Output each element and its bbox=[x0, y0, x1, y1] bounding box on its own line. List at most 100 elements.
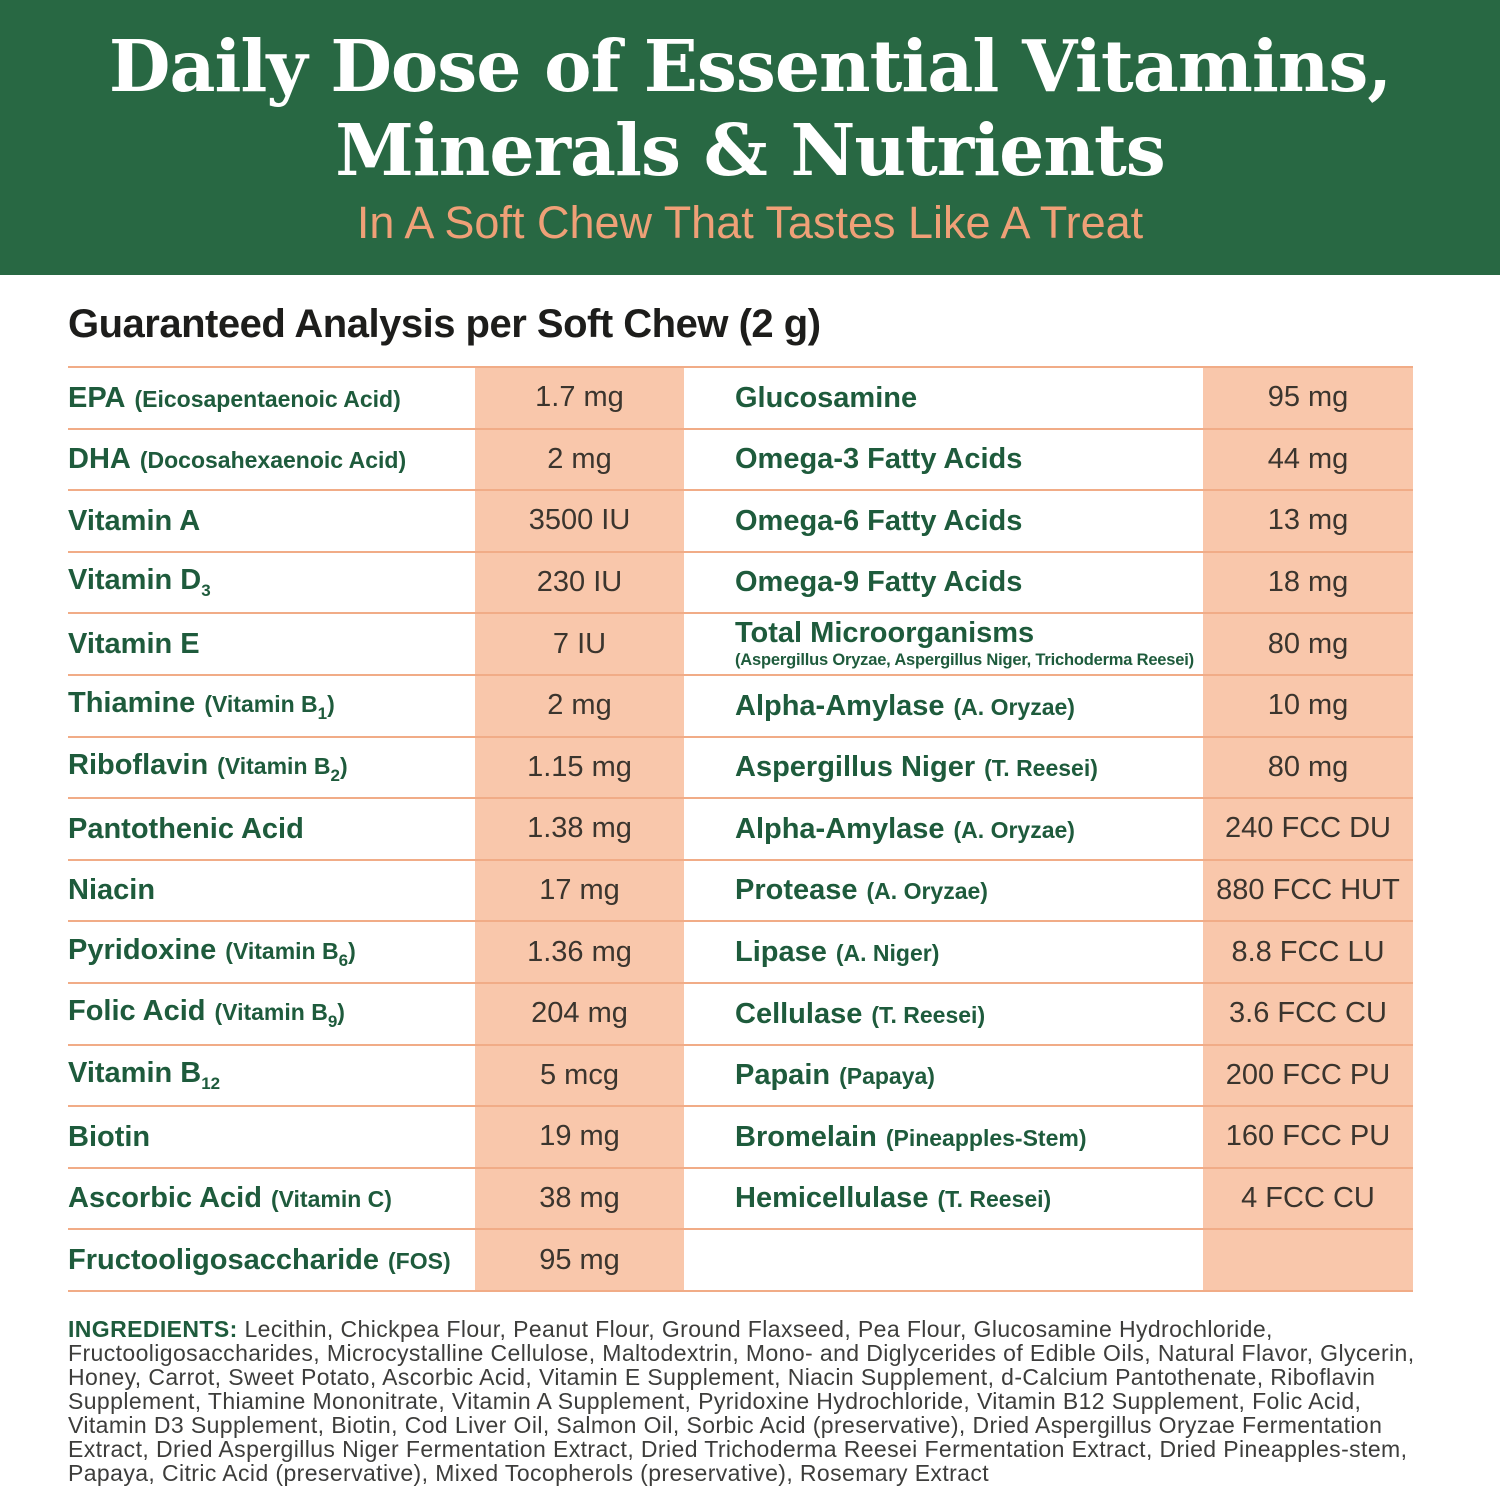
nutrient-name: Niacin bbox=[68, 874, 156, 907]
nutrient-name: Pyridoxine bbox=[68, 933, 217, 966]
nutrient-name-cell: Pyridoxine (Vitamin B6) bbox=[68, 922, 475, 982]
nutrient-name-line: Pantothenic Acid bbox=[68, 814, 304, 844]
nutrient-name: Fructooligosaccharide bbox=[68, 1243, 380, 1276]
nutrient-name: Biotin bbox=[68, 1120, 151, 1153]
table-column-gap bbox=[684, 799, 733, 859]
nutrient-name: Lipase bbox=[735, 935, 827, 968]
nutrient-qualifier-subscript: 9 bbox=[327, 1012, 338, 1032]
nutrient-value-cell: 95 mg bbox=[1203, 368, 1413, 428]
nutrient-name: EPA bbox=[68, 381, 126, 414]
nutrient-subtext: (Aspergillus Oryzae, Aspergillus Niger, … bbox=[735, 651, 1194, 670]
nutrient-name: Omega-6 Fatty Acids bbox=[735, 504, 1023, 537]
table-row: Ascorbic Acid (Vitamin C) 38 mg Hemicellula… bbox=[68, 1168, 1413, 1231]
nutrient-value: 5 mcg bbox=[540, 1058, 619, 1091]
nutrient-name: Omega-3 Fatty Acids bbox=[735, 443, 1023, 476]
nutrient-value: 240 FCC DU bbox=[1225, 812, 1391, 845]
nutrient-name-line: Omega-3 Fatty Acids bbox=[735, 444, 1022, 474]
nutrient-name-line: Niacin bbox=[68, 875, 155, 905]
table-row: Pyridoxine (Vitamin B6) 1.36 mg Lipase (A. N… bbox=[68, 922, 1413, 984]
nutrient-name-cell: Biotin bbox=[68, 1107, 475, 1167]
nutrient-value: 17 mg bbox=[539, 874, 620, 907]
nutrient-value: 880 FCC HUT bbox=[1216, 874, 1400, 907]
nutrient-qualifier: (Docosahexaenoic Acid) bbox=[139, 447, 407, 474]
nutrient-qualifier: (Vitamin C) bbox=[270, 1186, 392, 1213]
nutrient-value-cell: 80 mg bbox=[1203, 737, 1413, 798]
nutrient-value-cell: 8.8 FCC LU bbox=[1203, 922, 1413, 982]
nutrient-qualifier: (A. Oryzae) bbox=[953, 693, 1075, 720]
nutrient-value-cell: 3.6 FCC CU bbox=[1203, 983, 1413, 1044]
nutrient-name: Thiamine bbox=[68, 687, 196, 720]
page-title-line2: Minerals & Nutrients bbox=[335, 108, 1166, 192]
ingredients-paragraph: INGREDIENTS: Lecithin, Chickpea Flour, P… bbox=[68, 1317, 1445, 1485]
nutrient-name-line: Bromelain (Pineapples-Stem) bbox=[735, 1121, 1086, 1152]
nutrient-value-cell: 19 mg bbox=[475, 1107, 684, 1167]
nutrient-value: 3.6 FCC CU bbox=[1229, 997, 1387, 1030]
nutrient-name-cell: Alpha-Amylase (A. Oryzae) bbox=[733, 799, 1203, 859]
nutrient-name-cell: Glucosamine bbox=[733, 368, 1203, 428]
nutrient-name-cell: Vitamin B12 bbox=[68, 1046, 475, 1106]
nutrient-name-cell: Lipase (A. Niger) bbox=[733, 922, 1203, 982]
nutrient-value: 19 mg bbox=[539, 1120, 620, 1153]
table-row: Vitamin B12 5 mcg Papain (Papaya) 200 FCC PU bbox=[68, 1045, 1413, 1108]
nutrient-value: 10 mg bbox=[1267, 689, 1349, 722]
table-column-gap bbox=[684, 368, 733, 428]
nutrient-value-cell: 4 FCC CU bbox=[1203, 1168, 1413, 1229]
table-row: Thiamine (Vitamin B1) 2 mg Alpha-Amylase (A.… bbox=[68, 675, 1413, 738]
nutrient-name: Protease bbox=[735, 874, 858, 907]
nutrient-qualifier-close: ) bbox=[337, 999, 345, 1026]
nutrient-qualifier: (Vitamin B bbox=[204, 691, 318, 718]
nutrient-name-cell: EPA (Eicosapentaenoic Acid) bbox=[68, 368, 475, 428]
nutrient-value-cell bbox=[1203, 1230, 1413, 1290]
nutrient-name: Cellulase bbox=[735, 997, 863, 1030]
nutrient-name-line: Folic Acid (Vitamin B9) bbox=[68, 996, 345, 1031]
header-banner: Daily Dose of Essential Vitamins, Minera… bbox=[0, 0, 1500, 275]
nutrient-name-line: Biotin bbox=[68, 1120, 151, 1153]
nutrient-value: 8.8 FCC LU bbox=[1231, 935, 1385, 968]
table-column-gap bbox=[684, 553, 733, 613]
nutrient-value-cell: 10 mg bbox=[1203, 675, 1413, 736]
nutrient-name-cell bbox=[733, 1230, 1203, 1290]
nutrient-value: 204 mg bbox=[531, 997, 628, 1030]
nutrient-value-cell: 230 IU bbox=[475, 552, 684, 613]
nutrient-name-cell: Riboflavin (Vitamin B2) bbox=[68, 738, 475, 798]
ingredients-label: INGREDIENTS: bbox=[68, 1315, 238, 1342]
nutrient-value: 1.38 mg bbox=[527, 812, 632, 845]
nutrient-name-cell: Thiamine (Vitamin B1) bbox=[68, 676, 475, 736]
nutrient-qualifier: (Eicosapentaenoic Acid) bbox=[134, 385, 401, 412]
nutrient-name-line: Vitamin D3 bbox=[68, 565, 211, 600]
nutrient-value-cell: 204 mg bbox=[475, 983, 684, 1044]
nutrient-value: 1.36 mg bbox=[527, 935, 632, 968]
label-body: Guaranteed Analysis per Soft Chew (2 g) … bbox=[0, 302, 1500, 1485]
nutrient-qualifier-close: ) bbox=[327, 691, 335, 718]
nutrient-value-cell: 13 mg bbox=[1203, 491, 1413, 551]
nutrient-name-cell: Folic Acid (Vitamin B9) bbox=[68, 984, 475, 1044]
nutrient-name-line: Total Microorganisms bbox=[735, 618, 1034, 648]
nutrient-name: Aspergillus Niger bbox=[735, 751, 976, 784]
page-title: Daily Dose of Essential Vitamins, Minera… bbox=[0, 24, 1500, 192]
nutrient-name-line: Omega-9 Fatty Acids bbox=[735, 567, 1022, 597]
nutrient-value-cell: 44 mg bbox=[1203, 429, 1413, 490]
nutrient-value-cell: 3500 IU bbox=[475, 491, 684, 551]
guaranteed-analysis-table: EPA (Eicosapentaenoic Acid) 1.7 mg Glucosam… bbox=[68, 366, 1413, 1292]
nutrient-name-cell: Bromelain (Pineapples-Stem) bbox=[733, 1107, 1203, 1167]
nutrient-value: 95 mg bbox=[1267, 381, 1349, 414]
nutrient-value: 95 mg bbox=[539, 1243, 620, 1276]
nutrient-qualifier-subscript: 2 bbox=[330, 765, 340, 785]
nutrient-name-line: Cellulase (T. Reesei) bbox=[735, 997, 985, 1030]
nutrient-qualifier-close: ) bbox=[339, 752, 348, 779]
nutrient-value-cell: 95 mg bbox=[475, 1230, 684, 1290]
nutrient-name-line: Ascorbic Acid (Vitamin C) bbox=[68, 1183, 392, 1213]
nutrient-name-line: Riboflavin (Vitamin B2) bbox=[68, 750, 348, 785]
table-row: EPA (Eicosapentaenoic Acid) 1.7 mg Glucosam… bbox=[68, 368, 1413, 430]
nutrient-value: 200 FCC PU bbox=[1225, 1058, 1391, 1091]
nutrient-name-line: Alpha-Amylase (A. Oryzae) bbox=[735, 814, 1075, 844]
page-subtitle: In A Soft Chew That Tastes Like A Treat bbox=[356, 197, 1144, 248]
nutrient-value-cell: 5 mcg bbox=[475, 1045, 684, 1106]
table-column-gap bbox=[684, 984, 733, 1044]
table-column-gap bbox=[684, 861, 733, 921]
table-column-gap bbox=[684, 922, 733, 982]
nutrient-name-line: Vitamin E bbox=[68, 629, 200, 659]
nutrient-name-cell: Omega-6 Fatty Acids bbox=[733, 491, 1203, 551]
nutrient-value-cell: 7 IU bbox=[475, 614, 684, 674]
